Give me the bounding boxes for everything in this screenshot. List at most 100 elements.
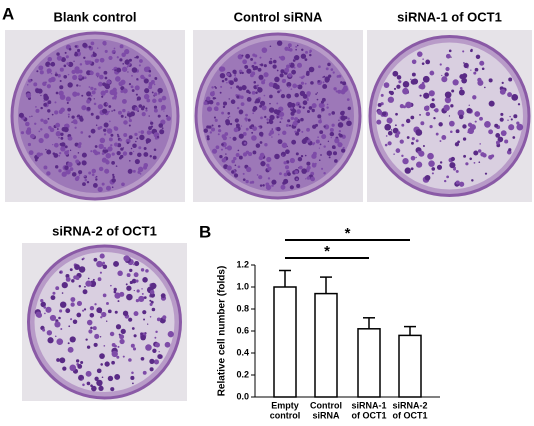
colony	[340, 81, 343, 84]
colony	[255, 143, 261, 148]
colony	[472, 95, 477, 100]
colony	[27, 79, 32, 83]
colony	[77, 273, 81, 276]
colony	[132, 143, 137, 149]
colony	[102, 293, 107, 298]
colony	[328, 156, 331, 159]
colony	[102, 261, 106, 265]
colony	[320, 103, 325, 108]
colony	[110, 284, 112, 287]
colony	[61, 292, 64, 294]
colony	[214, 118, 218, 122]
colony	[43, 95, 49, 101]
colony	[54, 321, 61, 328]
colony	[429, 125, 433, 129]
colony	[72, 319, 78, 325]
colony	[347, 106, 352, 111]
colony	[143, 296, 147, 300]
colony	[252, 126, 257, 132]
colony	[276, 126, 281, 132]
colony	[86, 345, 91, 349]
colony	[258, 126, 261, 129]
colony	[109, 120, 111, 123]
colony	[113, 290, 117, 294]
colony	[78, 174, 81, 176]
colony	[34, 158, 38, 162]
colony	[85, 338, 88, 341]
colony	[328, 74, 332, 78]
colony	[69, 167, 74, 172]
colony	[330, 68, 334, 71]
colony	[263, 94, 266, 97]
colony	[152, 348, 157, 353]
colony	[150, 282, 157, 290]
colony	[282, 154, 284, 156]
colony	[269, 45, 272, 48]
x-tick-label: siRNA-2	[392, 400, 427, 410]
colony	[203, 128, 208, 133]
colony	[422, 75, 430, 83]
colony	[301, 130, 304, 133]
colony	[82, 383, 85, 387]
colony	[138, 104, 143, 108]
y-tick-label: 0.4	[236, 347, 249, 357]
significance-label: *	[345, 225, 351, 242]
colony	[280, 151, 286, 157]
colony	[43, 165, 48, 170]
colony	[411, 141, 414, 145]
colony	[143, 162, 149, 168]
colony	[90, 112, 94, 116]
colony	[321, 167, 324, 170]
colony	[216, 102, 220, 106]
colony	[69, 149, 72, 152]
colony	[243, 141, 247, 145]
colony	[82, 289, 88, 295]
colony	[40, 118, 44, 122]
colony	[319, 130, 324, 135]
colony	[126, 273, 131, 278]
colony	[81, 94, 84, 97]
colony	[290, 111, 295, 116]
colony	[157, 114, 161, 118]
colony	[30, 133, 35, 139]
colony	[122, 355, 125, 358]
colony	[488, 100, 495, 107]
colony	[512, 136, 516, 139]
colony	[516, 123, 524, 131]
colony	[245, 179, 249, 184]
colony	[302, 94, 308, 99]
colony	[99, 353, 105, 359]
colony	[129, 280, 133, 285]
colony	[454, 166, 456, 169]
colony	[462, 137, 467, 141]
colony	[40, 94, 42, 97]
colony	[253, 61, 257, 65]
colony	[68, 136, 73, 141]
colony	[149, 358, 155, 364]
colony	[282, 130, 287, 135]
colony	[224, 146, 228, 150]
colony	[500, 130, 507, 137]
colony	[386, 117, 393, 124]
colony	[91, 173, 95, 177]
colony	[161, 95, 167, 101]
colony	[25, 92, 32, 99]
colony	[252, 108, 256, 112]
colony	[435, 132, 439, 136]
colony	[115, 165, 118, 167]
colony	[148, 115, 150, 117]
colony	[279, 121, 282, 124]
colony	[227, 112, 231, 115]
colony	[451, 89, 455, 93]
colony	[206, 135, 210, 139]
colony	[240, 95, 244, 99]
colony	[142, 310, 147, 315]
colony	[229, 80, 234, 86]
colony	[99, 137, 106, 144]
colony	[272, 64, 277, 69]
bar	[398, 334, 422, 398]
colony	[130, 111, 136, 117]
colony	[448, 115, 451, 117]
colony	[246, 166, 252, 173]
